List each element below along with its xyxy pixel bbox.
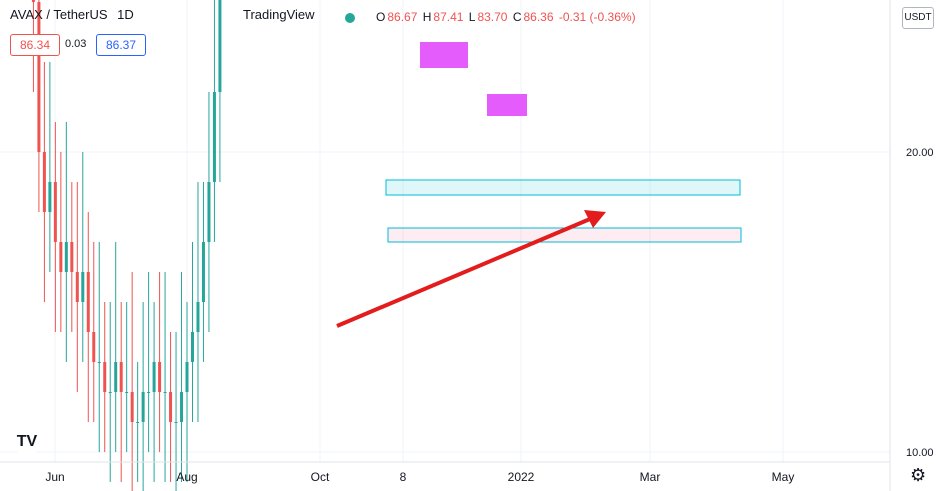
candle-body — [180, 392, 184, 422]
candle-body — [201, 242, 205, 302]
x-tick-label: Jun — [45, 470, 64, 484]
top-marker-box — [420, 42, 468, 68]
sell-button[interactable]: 86.34 — [10, 34, 60, 56]
candle-body — [130, 392, 134, 422]
candle-body — [152, 362, 156, 392]
candle-body — [114, 362, 118, 392]
change-value: -0.31 (-0.36%) — [558, 10, 636, 24]
time-axis: Jun Aug Oct 8 2022 Mar May — [0, 461, 890, 484]
candle-body — [136, 422, 140, 423]
candle-body — [196, 302, 200, 332]
top-marker-box — [487, 94, 527, 116]
candle-body — [169, 392, 173, 422]
gear-icon[interactable]: ⚙ — [910, 465, 927, 485]
candle-body — [174, 422, 178, 423]
trend-arrow — [336, 210, 606, 328]
x-tick-label: 8 — [400, 470, 407, 484]
candle-body — [59, 242, 63, 272]
close-label: C — [512, 10, 522, 24]
close-value: 86.36 — [523, 10, 554, 24]
candle-body — [48, 182, 52, 212]
currency-button[interactable]: USDT — [902, 7, 934, 29]
candle-body — [190, 332, 194, 362]
candle-body — [97, 362, 101, 363]
chart-grid — [0, 0, 890, 462]
chart-header: AVAX / TetherUS 1D — [10, 7, 140, 22]
interval-label[interactable]: 1D — [117, 7, 134, 22]
low-value: 83.70 — [477, 10, 508, 24]
low-label: L — [468, 10, 476, 24]
candle-body — [64, 242, 68, 272]
candle-body — [212, 92, 216, 182]
candle-body — [141, 392, 145, 422]
candle-body — [37, 2, 41, 152]
buy-button[interactable]: 86.37 — [96, 34, 146, 56]
candle-body — [207, 182, 211, 242]
x-tick-label: Aug — [176, 470, 197, 484]
candle-body — [70, 242, 74, 272]
open-value: 86.67 — [387, 10, 418, 24]
high-label: H — [422, 10, 432, 24]
candle-body — [125, 392, 129, 393]
x-tick-label: 2022 — [508, 470, 535, 484]
candle-body — [53, 182, 57, 242]
candle-body — [86, 272, 90, 332]
candle-body — [163, 392, 167, 393]
candlestick-series — [31, 0, 222, 491]
candle-body — [75, 272, 79, 302]
y-tick-label: 20.00 — [906, 147, 934, 159]
source-name: TradingView — [243, 7, 315, 22]
spread-value: 0.03 — [65, 38, 87, 50]
candle-body — [31, 0, 35, 2]
x-tick-label: Oct — [311, 470, 330, 484]
market-status — [345, 10, 361, 25]
candle-body — [158, 362, 162, 392]
price-axis: 10.0020.0030.0040.0050.0060.0070.0080.00… — [906, 147, 934, 459]
ohlc-readout: O 86.67 H 87.41 L 83.70 C 86.36 -0.31 (-0.36… — [376, 10, 638, 24]
market-open-icon — [345, 12, 355, 23]
y-tick-label: 10.00 — [906, 447, 934, 459]
candle-body — [42, 152, 46, 212]
symbol-title[interactable]: AVAX / TetherUS — [10, 7, 108, 22]
trend-arrow-head — [584, 210, 606, 228]
high-value: 87.41 — [433, 10, 464, 24]
x-tick-label: Mar — [640, 470, 661, 484]
candle-body — [103, 362, 107, 392]
resistance-zone — [385, 179, 741, 196]
source-label: TradingView — [243, 7, 321, 22]
candle-body — [108, 392, 112, 393]
trend-arrow-line — [336, 217, 591, 328]
x-tick-label: May — [772, 470, 795, 484]
candle-body — [218, 0, 222, 92]
candle-body — [147, 392, 151, 393]
candle-body — [92, 332, 96, 362]
support-resistance-zones — [385, 42, 742, 243]
candle-body — [119, 362, 123, 392]
tradingview-logo: TV — [12, 430, 42, 454]
candle-body — [185, 362, 189, 392]
candle-body — [81, 272, 85, 302]
open-label: O — [376, 10, 386, 24]
